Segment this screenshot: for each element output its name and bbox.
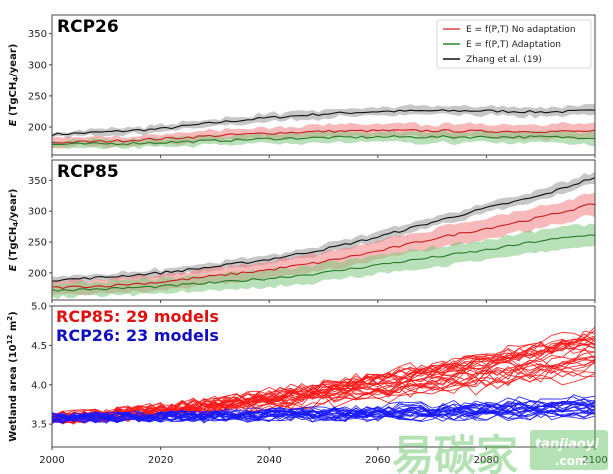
line-e-f-p-t-adaptation xyxy=(51,135,596,146)
x-tick-label: 2080 xyxy=(474,455,499,466)
legend-box xyxy=(436,19,592,69)
model-line-rcp26 xyxy=(51,411,596,424)
model-line-rcp85 xyxy=(51,339,596,422)
x-tick-label: 2060 xyxy=(365,455,390,466)
model-line-rcp85 xyxy=(51,342,596,423)
panel-title-rcp85: RCP85 xyxy=(57,162,119,182)
y-axis-label: E (TgCH4/year) xyxy=(8,44,20,127)
y-axis-label: E (TgCH4/year) xyxy=(8,189,20,272)
x-tick-label: 2020 xyxy=(148,455,173,466)
watermark-cn: 易碳家 xyxy=(392,431,518,474)
y-tick-label: 250 xyxy=(28,91,47,102)
y-tick-label: 200 xyxy=(28,123,47,134)
axes-frame-2 xyxy=(51,159,596,301)
axes-frame-3 xyxy=(51,305,596,448)
line-e-f-p-t-no-adaptation xyxy=(52,129,596,144)
y-tick-label: 200 xyxy=(28,268,47,279)
y-tick-label: 3.5 xyxy=(31,420,47,431)
annotation-rcp26: RCP26: 23 models xyxy=(56,326,219,345)
panel-title-rcp26: RCP26 xyxy=(57,17,119,37)
series-lines xyxy=(51,109,596,425)
x-tick-label: 2000 xyxy=(39,455,64,466)
y-tick-label: 350 xyxy=(28,29,47,40)
watermark-box xyxy=(530,430,608,470)
model-line-rcp26 xyxy=(51,396,596,423)
model-line-rcp85 xyxy=(51,330,596,423)
y-axis-label: Wetland area (1012 m2) xyxy=(6,311,19,441)
watermark-en: tanjiaoyi xyxy=(535,437,599,452)
x-tick-label: 2040 xyxy=(256,455,281,466)
watermark: 易碳家 tanjiaoyi .com xyxy=(392,430,608,474)
band-e-f-p-t-adaptation xyxy=(52,129,595,150)
text-layer: 200 250 300 350 RCP26 E (TgCH4/year) 200 250 300… xyxy=(6,17,608,466)
legend-label-no-adaptation: E = f(P,T) No adaptation xyxy=(466,25,576,35)
line-zhang-et-al-19- xyxy=(51,177,596,282)
model-line-rcp85 xyxy=(51,338,596,425)
line-e-f-p-t-no-adaptation xyxy=(51,203,596,289)
line-zhang-et-al-19- xyxy=(51,109,596,137)
axes xyxy=(49,14,596,450)
y-tick-label: 350 xyxy=(28,176,47,187)
band-zhang-et-al-19- xyxy=(52,103,595,139)
y-tick-label: 4.0 xyxy=(31,380,47,391)
annotation-rcp85: RCP85: 29 models xyxy=(56,307,219,326)
y-tick-label: 5.0 xyxy=(31,302,47,313)
y-tick-label: 300 xyxy=(28,60,47,71)
axes-frame-1 xyxy=(51,14,596,156)
model-line-rcp26 xyxy=(51,401,596,423)
watermark-domain: .com xyxy=(555,454,587,468)
band-e-f-p-t-adaptation xyxy=(52,223,595,300)
legend: E = f(P,T) No adaptation E = f(P,T) Adap… xyxy=(436,19,592,69)
line-e-f-p-t-adaptation xyxy=(51,234,596,292)
y-tick-label: 300 xyxy=(28,207,47,218)
model-line-rcp26 xyxy=(51,408,596,424)
uncertainty-bands xyxy=(52,103,595,300)
y-tick-label: 250 xyxy=(28,238,47,249)
legend-label-zhang: Zhang et al. (19) xyxy=(466,55,542,65)
x-tick-label: 2100 xyxy=(582,455,607,466)
legend-label-adaptation: E = f(P,T) Adaptation xyxy=(466,40,561,50)
y-tick-label: 4.5 xyxy=(31,341,47,352)
